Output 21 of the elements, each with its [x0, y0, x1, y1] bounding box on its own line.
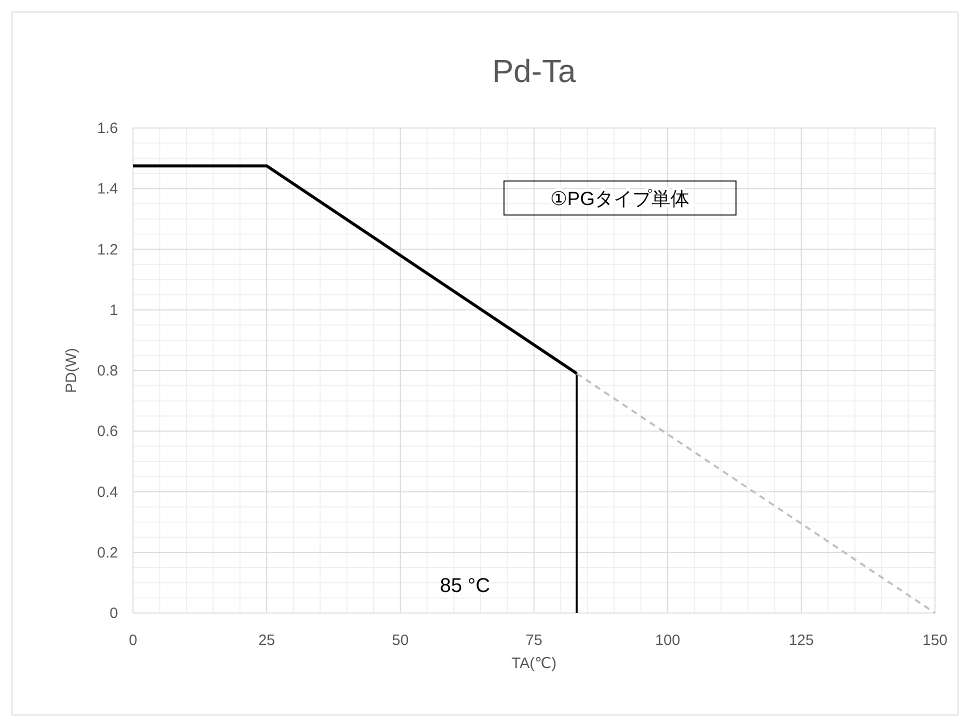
x-tick-label: 100 — [655, 632, 680, 649]
x-tick-label: 50 — [392, 632, 409, 649]
y-axis-title: PD(W) — [63, 348, 80, 393]
y-tick-label: 0.2 — [97, 544, 118, 562]
x-tick-label: 150 — [922, 632, 948, 649]
annotation: 85 °C — [440, 575, 490, 597]
x-tick-label: 75 — [526, 632, 542, 649]
y-tick-label: 0.8 — [97, 362, 118, 380]
x-tick-label: 25 — [258, 632, 276, 649]
y-tick-label: 0.6 — [97, 423, 118, 440]
x-tick-label: 125 — [788, 632, 814, 649]
y-tick-label: 1.4 — [97, 180, 118, 198]
y-tick-label: 1.6 — [97, 120, 118, 137]
y-tick-label: 0 — [110, 605, 118, 622]
x-tick-label: 0 — [128, 632, 138, 649]
annotation: ①PGタイプ単体 — [550, 189, 690, 210]
y-tick-label: 1.2 — [97, 241, 118, 258]
y-tick-label: 1 — [110, 302, 118, 319]
x-axis-title: TA(℃) — [512, 655, 556, 672]
chart-title: Pd-Ta — [492, 53, 576, 89]
y-tick-label: 0.4 — [97, 484, 118, 501]
